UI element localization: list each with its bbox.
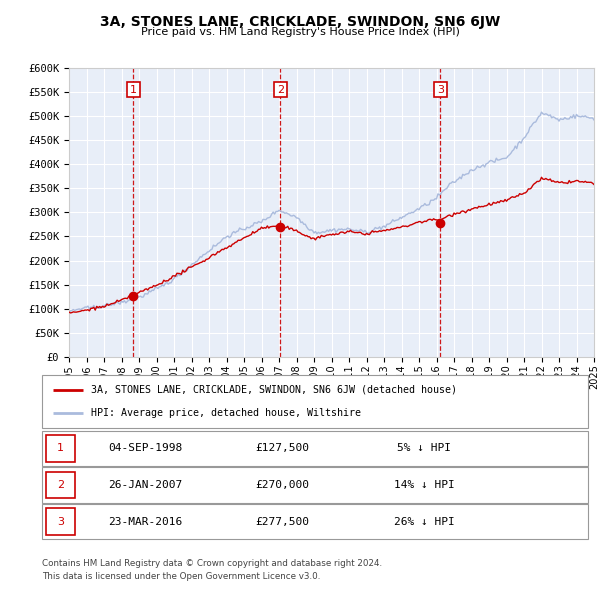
Text: HPI: Average price, detached house, Wiltshire: HPI: Average price, detached house, Wilt… — [91, 408, 361, 418]
Text: £277,500: £277,500 — [255, 517, 309, 526]
Text: 2: 2 — [57, 480, 64, 490]
Bar — [46, 508, 75, 535]
Text: 14% ↓ HPI: 14% ↓ HPI — [394, 480, 455, 490]
Text: 2: 2 — [277, 84, 284, 94]
Bar — [46, 435, 75, 462]
Text: 04-SEP-1998: 04-SEP-1998 — [109, 444, 183, 453]
Text: 26-JAN-2007: 26-JAN-2007 — [109, 480, 183, 490]
Text: 3: 3 — [57, 517, 64, 526]
Bar — [46, 471, 75, 499]
Text: 3A, STONES LANE, CRICKLADE, SWINDON, SN6 6JW (detached house): 3A, STONES LANE, CRICKLADE, SWINDON, SN6… — [91, 385, 457, 395]
Text: £127,500: £127,500 — [255, 444, 309, 453]
Text: Contains HM Land Registry data © Crown copyright and database right 2024.: Contains HM Land Registry data © Crown c… — [42, 559, 382, 568]
Text: 3A, STONES LANE, CRICKLADE, SWINDON, SN6 6JW: 3A, STONES LANE, CRICKLADE, SWINDON, SN6… — [100, 15, 500, 29]
Text: 3: 3 — [437, 84, 444, 94]
Text: 5% ↓ HPI: 5% ↓ HPI — [397, 444, 451, 453]
Text: 1: 1 — [57, 444, 64, 453]
Text: 23-MAR-2016: 23-MAR-2016 — [109, 517, 183, 526]
Text: Price paid vs. HM Land Registry's House Price Index (HPI): Price paid vs. HM Land Registry's House … — [140, 27, 460, 37]
Text: 26% ↓ HPI: 26% ↓ HPI — [394, 517, 455, 526]
Text: £270,000: £270,000 — [255, 480, 309, 490]
Text: 1: 1 — [130, 84, 137, 94]
Text: This data is licensed under the Open Government Licence v3.0.: This data is licensed under the Open Gov… — [42, 572, 320, 581]
